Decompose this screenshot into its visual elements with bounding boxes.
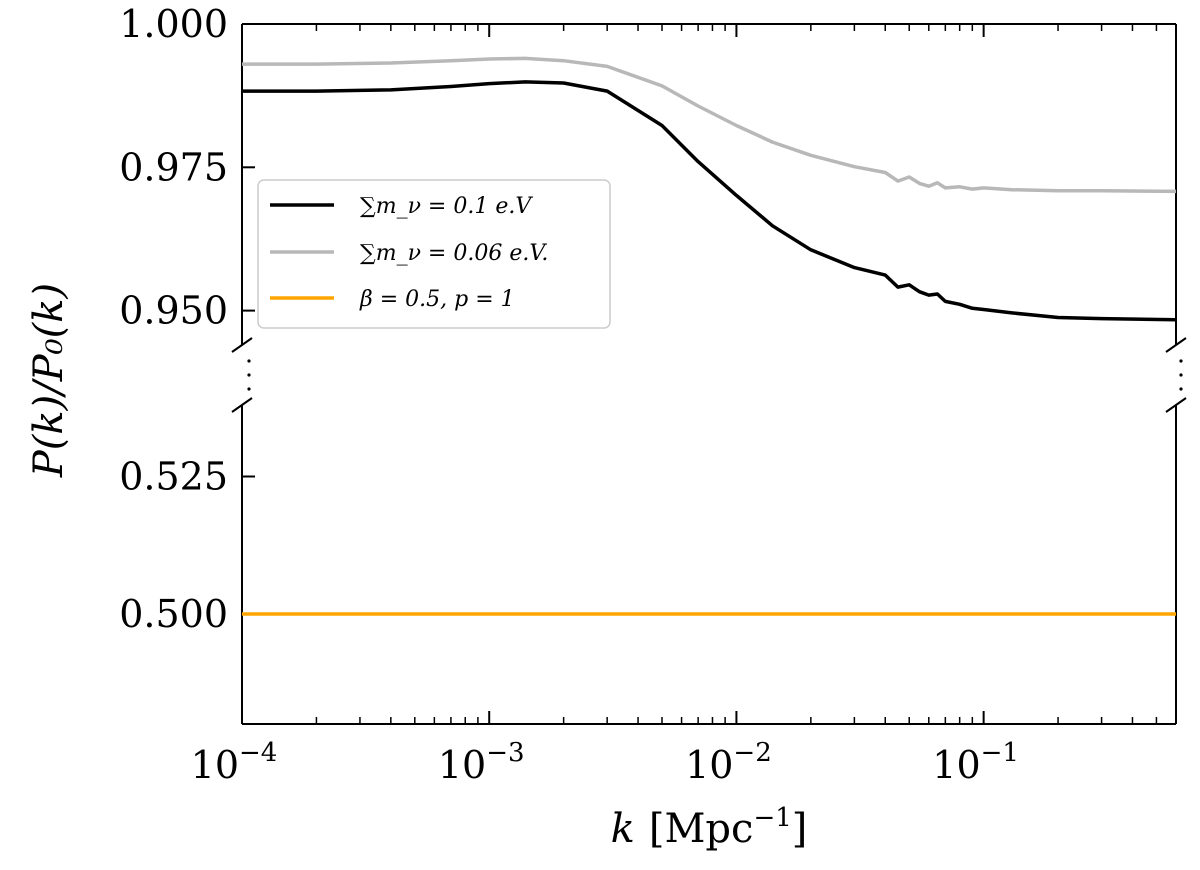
series-line-1 [242, 80, 1177, 322]
y-tick-label-lower: 0.525 [119, 455, 228, 499]
series-layer [242, 56, 1177, 616]
x-axis-label-unit-exp: −1 [753, 803, 791, 833]
y-tick-label-upper: 1.000 [119, 2, 228, 46]
break-dot-left [247, 373, 251, 377]
x-tick-label-exponent: −4 [239, 738, 277, 768]
ticks-layer: 10−4 10−3 10−2 10−11.0000.9750.9500.5250.50… [119, 2, 1158, 787]
x-tick-label: 10−4 [191, 738, 278, 787]
break-dot-left [247, 359, 251, 363]
legend-label-series-1: ∑m_ν = 0.1 e.V [360, 194, 533, 219]
y-tick-label-lower: 0.500 [119, 592, 228, 636]
x-axis-label-unit-close: ] [792, 806, 808, 852]
axis-break-dots [247, 359, 1183, 391]
break-mark-left-bottom [231, 397, 253, 413]
break-dot-left [247, 387, 251, 391]
legend: ∑m_ν = 0.1 e.V ∑m_ν = 0.06 e.V. β = 0.5,… [257, 179, 611, 329]
x-tick-label-base: 10 [932, 743, 980, 787]
y-tick-label-upper: 0.950 [119, 289, 228, 333]
break-dot-right [1179, 359, 1183, 363]
x-tick-label-exponent: −2 [733, 738, 771, 768]
y-tick-label-upper: 0.975 [119, 145, 228, 189]
legend-label-series-2: ∑m_ν = 0.06 e.V. [360, 241, 548, 266]
break-mark-left-top [231, 337, 253, 353]
axes-frame [241, 23, 1177, 725]
break-dot-right [1179, 387, 1183, 391]
legend-box [257, 179, 611, 329]
y-axis-label: P(k)/P₀(k) [26, 283, 72, 478]
x-tick-label: 10−3 [438, 738, 525, 787]
x-tick-label: 10−2 [685, 738, 772, 787]
x-tick-label-exponent: −1 [981, 738, 1019, 768]
x-axis-label-var: k [611, 806, 635, 852]
x-tick-label: 10−1 [932, 738, 1019, 787]
x-tick-label-base: 10 [191, 743, 239, 787]
x-tick-label-exponent: −3 [486, 738, 524, 768]
x-axis-label-unit: [Mpc [649, 806, 754, 852]
series-line-2 [242, 56, 1177, 194]
break-mark-right-top [1165, 337, 1187, 353]
x-tick-label-base: 10 [685, 743, 733, 787]
break-dot-right [1179, 373, 1183, 377]
break-mark-right-bottom [1165, 397, 1187, 413]
axis-break-marks [231, 337, 1187, 413]
x-tick-label-base: 10 [438, 743, 486, 787]
x-axis-label: k [Mpc−1] [611, 803, 808, 852]
legend-label-series-3: β = 0.5, p = 1 [359, 287, 515, 312]
